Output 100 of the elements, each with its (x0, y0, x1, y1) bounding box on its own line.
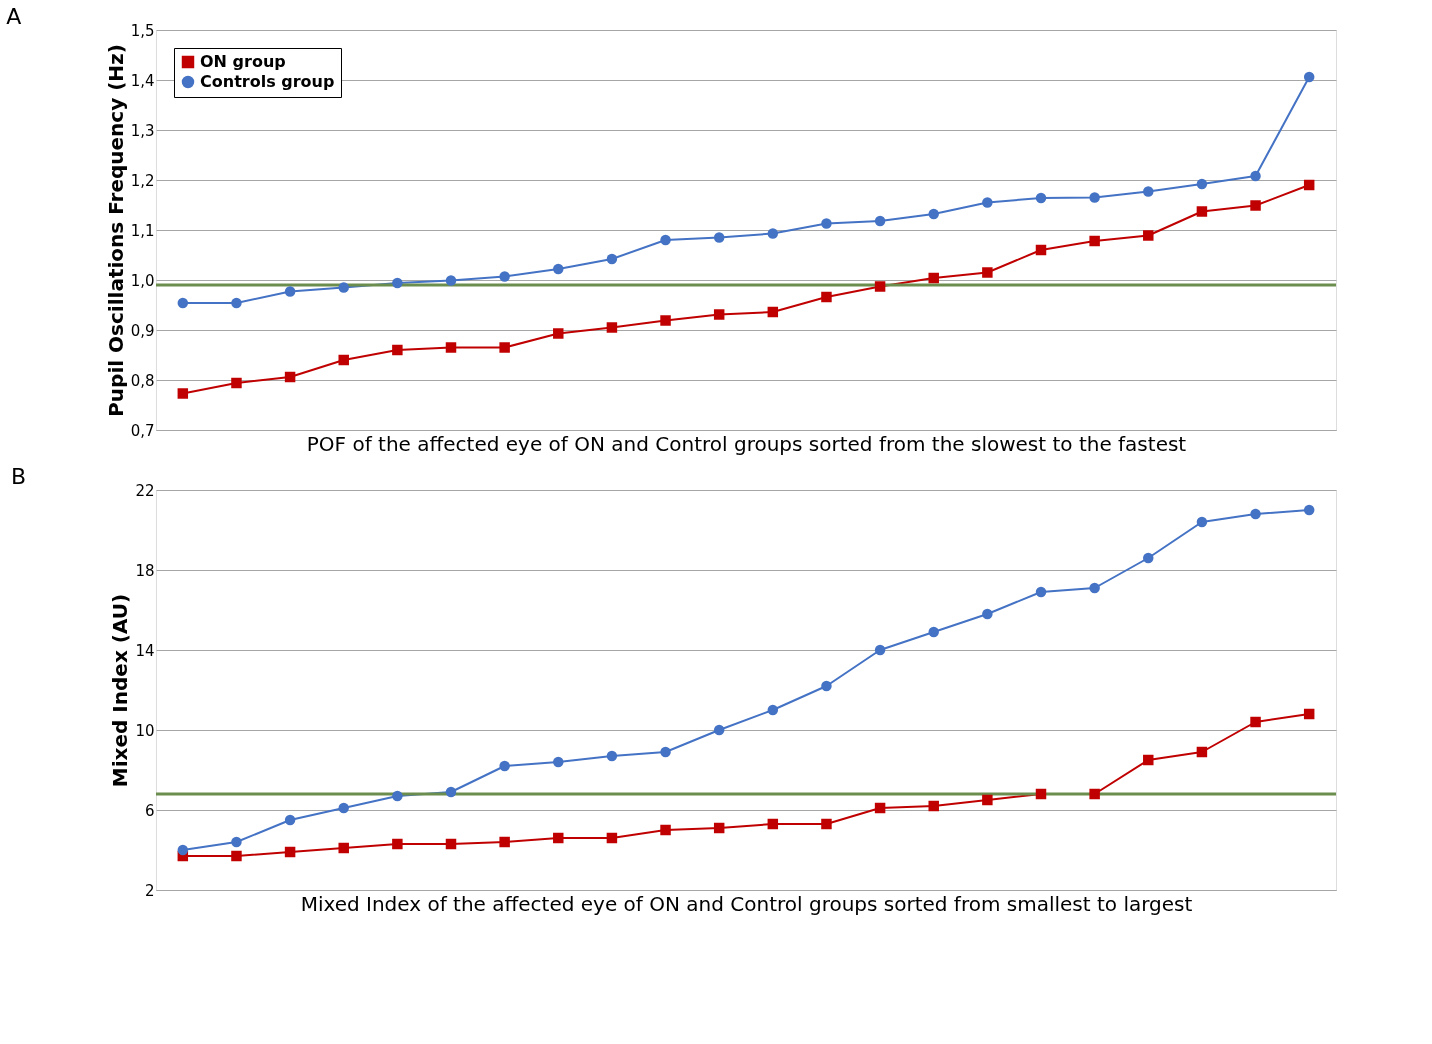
point (982, 794, 993, 806)
point (445, 786, 457, 798)
y-tick-label: 18 (135, 561, 155, 580)
point (1035, 192, 1047, 204)
point (660, 746, 671, 758)
point (1143, 754, 1154, 766)
point (767, 228, 779, 239)
y-tick-label: 1,0 (130, 271, 155, 290)
y-axis-title: Pupil Oscillations Frequency (Hz) (103, 44, 128, 417)
legend-label: Controls group (200, 72, 335, 91)
y-tick-label: 22 (135, 481, 155, 500)
point (231, 836, 242, 848)
point (499, 760, 510, 772)
y-tick-label: 1,3 (130, 121, 155, 140)
point (1303, 708, 1315, 720)
point (713, 309, 725, 320)
point (499, 271, 510, 282)
point (713, 724, 725, 736)
point (982, 608, 993, 620)
point (553, 263, 564, 275)
point (821, 218, 832, 229)
point (928, 626, 939, 638)
y-tick-label: 0,7 (130, 421, 155, 440)
point (445, 342, 457, 353)
point (392, 790, 403, 802)
point (1143, 186, 1154, 197)
y-tick-label: 2 (144, 881, 155, 900)
y-tick-label: 1,5 (130, 21, 155, 40)
point (1196, 178, 1208, 190)
legend-label: ON group (200, 52, 286, 71)
point (284, 371, 296, 383)
point (606, 253, 618, 265)
point (606, 750, 618, 762)
point (392, 344, 403, 356)
y-tick-label: 10 (135, 721, 155, 740)
point (231, 850, 242, 862)
point (231, 297, 242, 309)
point (606, 832, 618, 844)
point (1250, 170, 1261, 182)
point (821, 818, 832, 830)
y-tick-label: 14 (135, 641, 155, 660)
point (874, 644, 886, 656)
y-axis-title: Mixed Index (AU) (108, 593, 133, 788)
point (767, 704, 779, 716)
point (392, 838, 403, 850)
point (606, 322, 618, 333)
point (1143, 552, 1154, 564)
point (713, 822, 725, 834)
point (1196, 746, 1208, 758)
point (1196, 206, 1208, 217)
point (928, 272, 939, 284)
point (1143, 230, 1154, 241)
point (1303, 71, 1315, 83)
point (1196, 516, 1208, 528)
point (1089, 192, 1100, 203)
point (553, 832, 564, 844)
x-axis-title: POF of the affected eye of ON and Control groups sorted from the slowest to the fastest (306, 431, 1187, 456)
point (553, 328, 564, 339)
chart-title: A (6, 4, 22, 29)
point (982, 197, 993, 208)
point (660, 824, 671, 836)
point (1035, 788, 1047, 800)
point (1089, 235, 1100, 247)
point (177, 297, 189, 309)
point (928, 800, 939, 812)
point (767, 306, 779, 318)
point (284, 286, 296, 297)
y-tick-label: 1,4 (130, 71, 155, 90)
point (553, 756, 564, 768)
point (982, 267, 993, 278)
point (231, 377, 242, 389)
y-tick-label: 1,2 (130, 171, 155, 190)
point (767, 818, 779, 830)
point (445, 275, 457, 286)
point (660, 234, 671, 246)
point (821, 291, 832, 303)
point (874, 802, 886, 814)
point (338, 802, 349, 814)
point (928, 208, 939, 220)
point (284, 814, 296, 826)
point (499, 836, 510, 848)
point (1089, 582, 1100, 594)
point (713, 232, 725, 243)
y-tick-label: 0,9 (130, 321, 155, 340)
point (821, 680, 832, 692)
point (338, 354, 349, 366)
point (1250, 508, 1261, 520)
point (1089, 788, 1100, 800)
point (1035, 244, 1047, 256)
point (874, 281, 886, 292)
point (177, 844, 189, 856)
point (1250, 716, 1261, 728)
point (445, 838, 457, 850)
point (392, 277, 403, 289)
point (177, 388, 189, 399)
point (874, 215, 886, 227)
y-tick-label: 6 (144, 801, 155, 820)
x-axis-title: Mixed Index of the affected eye of ON and Control groups sorted from smallest to largest (300, 891, 1193, 916)
y-tick-label: 1,1 (130, 221, 155, 240)
point (284, 846, 296, 858)
